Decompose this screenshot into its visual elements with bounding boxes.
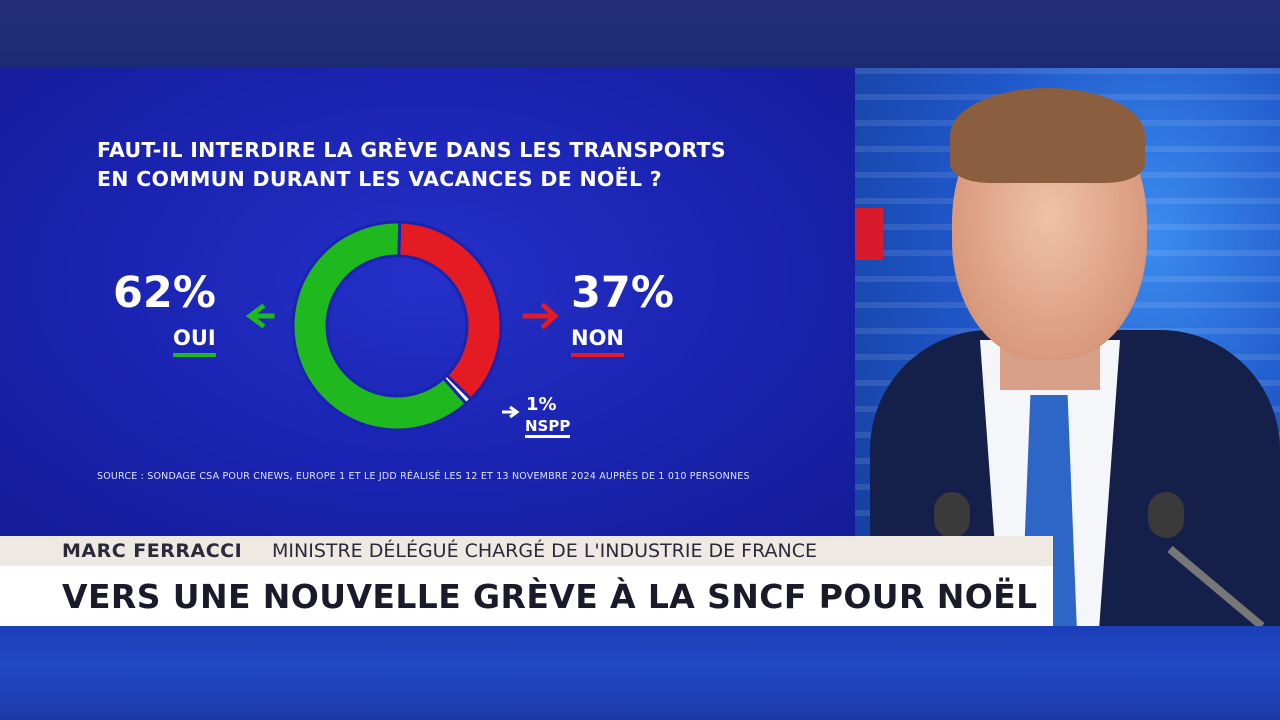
chart-source: SOURCE : SONDAGE CSA POUR CNEWS, EUROPE … (97, 471, 750, 482)
arrow-left-icon (245, 303, 275, 329)
chart-title-line-2: EN COMMUN DURANT LES VACANCES DE NOËL ? (97, 167, 662, 191)
chart-title-line-1: FAUT-IL INTERDIRE LA GRÈVE DANS LES TRAN… (97, 138, 726, 162)
microphone-right (1148, 492, 1184, 538)
no-percentage: 37% (571, 268, 674, 318)
poll-panel (0, 68, 855, 536)
bottom-band (0, 626, 1280, 720)
donut-slice-oui (291, 220, 469, 432)
headline-bar (0, 566, 1053, 626)
channel-logo-fragment (855, 208, 883, 260)
donut-slices (291, 220, 503, 432)
microphone-left (934, 492, 970, 538)
arrow-small-right-icon (502, 405, 520, 419)
nspp-label: NSPP (525, 417, 571, 438)
top-band (0, 0, 1280, 68)
guest-name: MARC FERRACCI (62, 540, 243, 562)
yes-label: OUI (173, 326, 216, 357)
donut-slice-non (397, 220, 503, 402)
chart-title: FAUT-IL INTERDIRE LA GRÈVE DANS LES TRAN… (97, 136, 797, 194)
arrow-right-icon (522, 302, 559, 330)
person-hair (950, 88, 1145, 183)
headline: VERS UNE NOUVELLE GRÈVE À LA SNCF POUR N… (62, 577, 1038, 616)
yes-percentage: 62% (113, 268, 216, 318)
nspp-percentage: 1% (526, 394, 557, 415)
guest-role: MINISTRE DÉLÉGUÉ CHARGÉ DE L'INDUSTRIE D… (272, 540, 818, 562)
donut-chart (245, 220, 559, 432)
no-label: NON (571, 326, 625, 357)
name-bar (0, 536, 1053, 566)
